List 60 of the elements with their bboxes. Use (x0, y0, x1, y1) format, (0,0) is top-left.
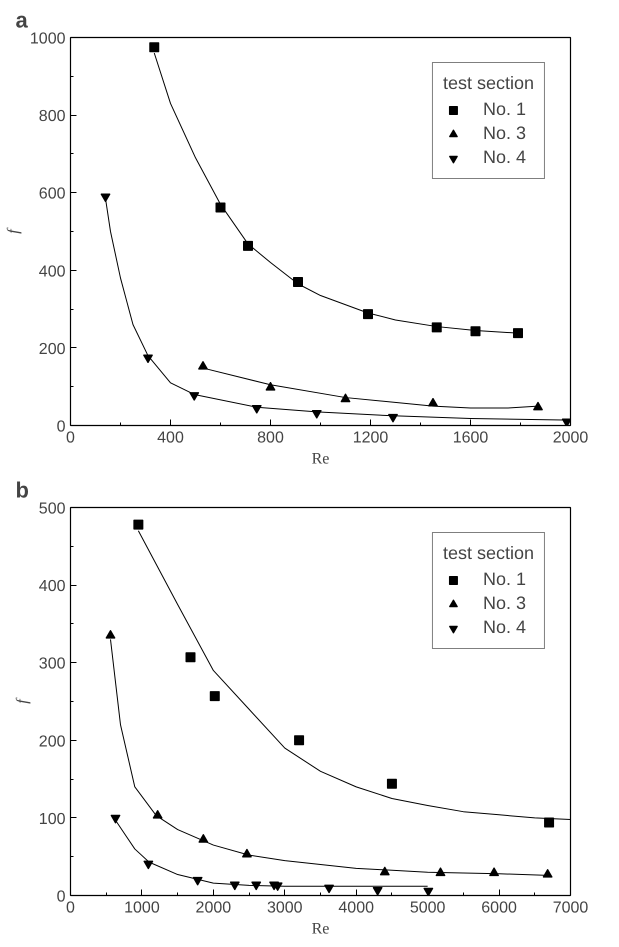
y-axis-title: f (14, 696, 31, 704)
x-tick-label: 1200 (352, 430, 388, 446)
point (363, 309, 373, 320)
point (216, 202, 226, 212)
chart-title: a (16, 8, 28, 32)
legend-title: test section (442, 73, 534, 94)
x-axis-title: Re (312, 450, 330, 468)
x-tick-label: 1600 (452, 430, 488, 446)
legend-label: No. 1 (482, 99, 526, 120)
point (243, 240, 253, 251)
point (266, 382, 276, 391)
point (470, 326, 480, 336)
point (423, 888, 434, 896)
y-tick-label: 200 (38, 733, 66, 750)
x-tick-label: 400 (157, 430, 184, 446)
x-tick-label: 800 (257, 430, 284, 446)
y-tick-label: 400 (38, 263, 66, 280)
x-tick-label: 2000 (552, 430, 588, 446)
y-tick-label: 1000 (30, 30, 66, 48)
legend-label: No. 4 (482, 617, 526, 638)
point (110, 814, 120, 824)
point (294, 735, 304, 746)
y-tick-label: 300 (38, 656, 66, 673)
x-tick-label: 5000 (410, 900, 446, 916)
y-tick-label: 0 (56, 888, 66, 906)
point (100, 193, 110, 202)
x-tick-label: 3000 (266, 900, 303, 916)
chart-title: b (16, 478, 29, 502)
point (513, 328, 523, 338)
x-tick-label: 2000 (196, 900, 232, 916)
y-tick-label: 0 (56, 418, 66, 436)
point (133, 520, 144, 530)
y-tick-label: 100 (38, 810, 66, 828)
legend-label: No. 1 (482, 569, 526, 590)
y-tick-label: 400 (38, 578, 66, 596)
point (149, 42, 160, 52)
x-axis-title: Re (312, 920, 330, 938)
legend-label: No. 4 (482, 147, 526, 168)
x-tick-label: 6000 (481, 900, 517, 916)
y-tick-label: 500 (38, 500, 66, 518)
point (386, 778, 397, 789)
legend-title: test section (442, 543, 534, 564)
x-tick-label: 1000 (124, 900, 160, 916)
point (372, 886, 383, 896)
point (106, 630, 116, 639)
y-tick-label: 200 (38, 340, 66, 358)
point (186, 652, 196, 662)
point (562, 418, 570, 426)
point (143, 860, 154, 870)
y-tick-label: 600 (38, 186, 66, 203)
x-tick-label: 7000 (552, 900, 588, 916)
y-axis-title: f (4, 226, 22, 234)
point (544, 818, 554, 828)
legend-label: No. 3 (482, 593, 526, 614)
y-tick-label: 800 (38, 108, 66, 126)
x-tick-label: 4000 (338, 900, 374, 916)
point (533, 402, 543, 410)
point (432, 322, 442, 332)
legend-label: No. 3 (482, 123, 526, 144)
point (210, 691, 220, 702)
